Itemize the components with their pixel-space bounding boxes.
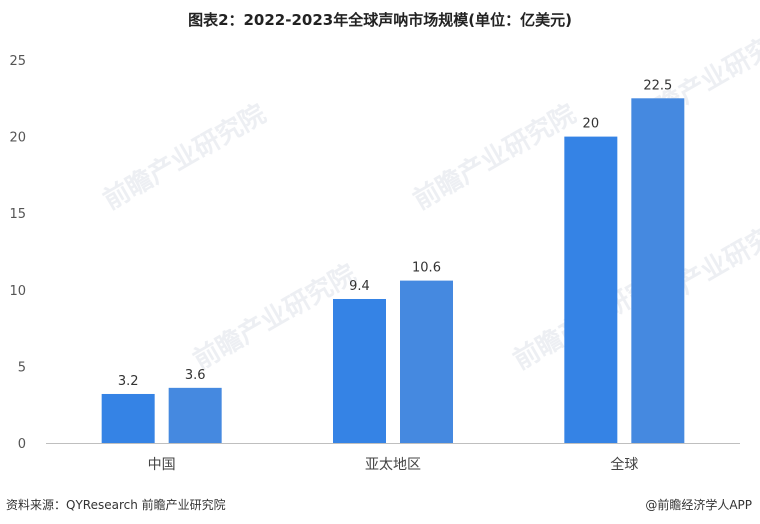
bar <box>400 280 453 443</box>
bar-value-label: 9.4 <box>349 279 370 294</box>
brand-note: @前瞻经济学人APP <box>645 498 752 512</box>
bar <box>168 387 222 443</box>
y-tick-label: 0 <box>18 437 26 452</box>
y-tick-label: 15 <box>9 207 26 222</box>
x-category-label: 亚太地区 <box>365 457 421 473</box>
bar <box>564 136 618 443</box>
bar-value-label: 22.5 <box>643 78 672 93</box>
bar <box>101 393 155 443</box>
source-note: 资料来源：QYResearch 前瞻产业研究院 <box>6 498 226 512</box>
y-tick-label: 10 <box>9 284 26 299</box>
bar <box>631 98 685 444</box>
bar-chart: 前瞻产业研究院前瞻产业研究院前瞻产业研究院前瞻产业研究院前瞻产业研究院前瞻产业研… <box>9 18 760 473</box>
y-tick-label: 5 <box>18 360 26 375</box>
watermark-text: 前瞻产业研究院 <box>408 98 581 216</box>
bars <box>101 98 685 444</box>
axes: 0 5 10 15 20 25 <box>9 54 740 452</box>
x-category-label: 中国 <box>148 457 176 473</box>
bar-value-label: 20 <box>583 117 600 132</box>
bar-value-label: 10.6 <box>412 261 441 276</box>
bar-value-label: 3.6 <box>185 368 206 383</box>
x-category-label: 全球 <box>610 456 638 473</box>
bar <box>333 298 386 443</box>
watermark-text: 前瞻产业研究院 <box>98 98 271 216</box>
bar-value-label: 3.2 <box>118 374 139 389</box>
data-labels: 3.2 3.6 中国 9.4 10.6 亚太地区 20 22.5 全球 <box>118 78 672 473</box>
y-tick-label: 20 <box>9 131 26 146</box>
y-tick-label: 25 <box>9 54 26 69</box>
chart-title: 图表2：2022-2023年全球声呐市场规模(单位：亿美元) <box>188 11 572 29</box>
